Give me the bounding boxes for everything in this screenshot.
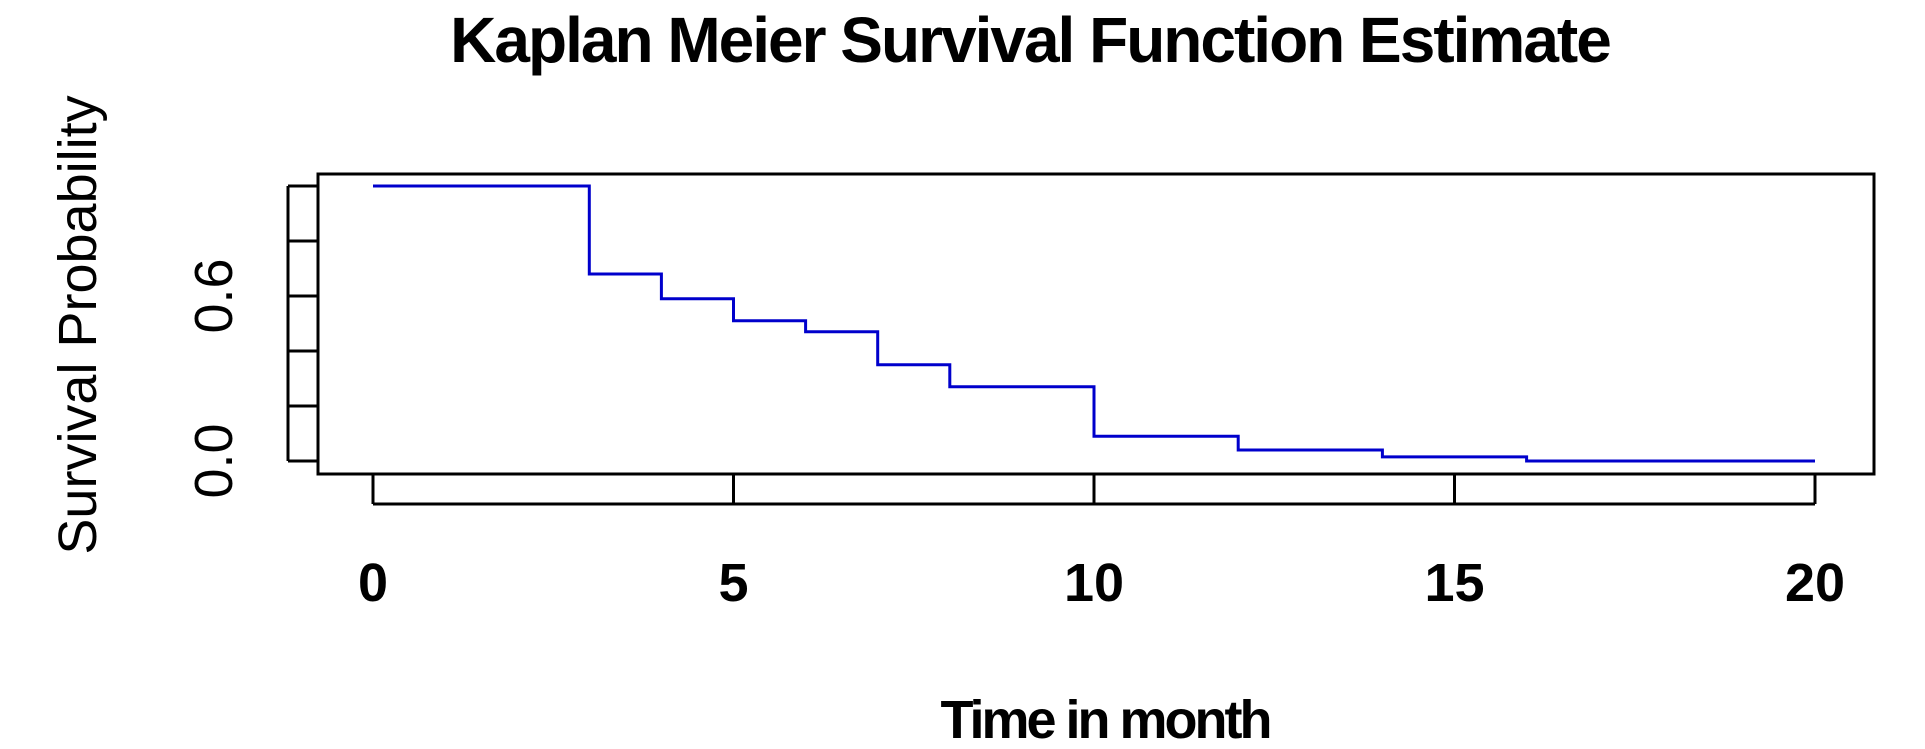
x-axis-title: Time in month (940, 690, 1269, 749)
x-tick-label: 0 (358, 553, 388, 613)
x-tick-label: 15 (1424, 553, 1484, 613)
x-tick-label: 5 (718, 553, 748, 613)
plot-frame (316, 172, 1876, 476)
y-tick-label: 0.6 (184, 258, 244, 333)
x-axis: 0 5 10 15 20 (358, 474, 1845, 613)
survival-curve (373, 184, 1815, 463)
chart-title: Kaplan Meier Survival Function Estimate (450, 4, 1610, 76)
plot-area (373, 184, 1815, 463)
y-axis: 0.0 0.6 (184, 184, 318, 499)
x-tick-label: 10 (1064, 553, 1124, 613)
y-axis-title: Survival Probability (48, 95, 108, 554)
x-tick-label: 20 (1785, 553, 1845, 613)
y-tick-label: 0.0 (184, 423, 244, 498)
